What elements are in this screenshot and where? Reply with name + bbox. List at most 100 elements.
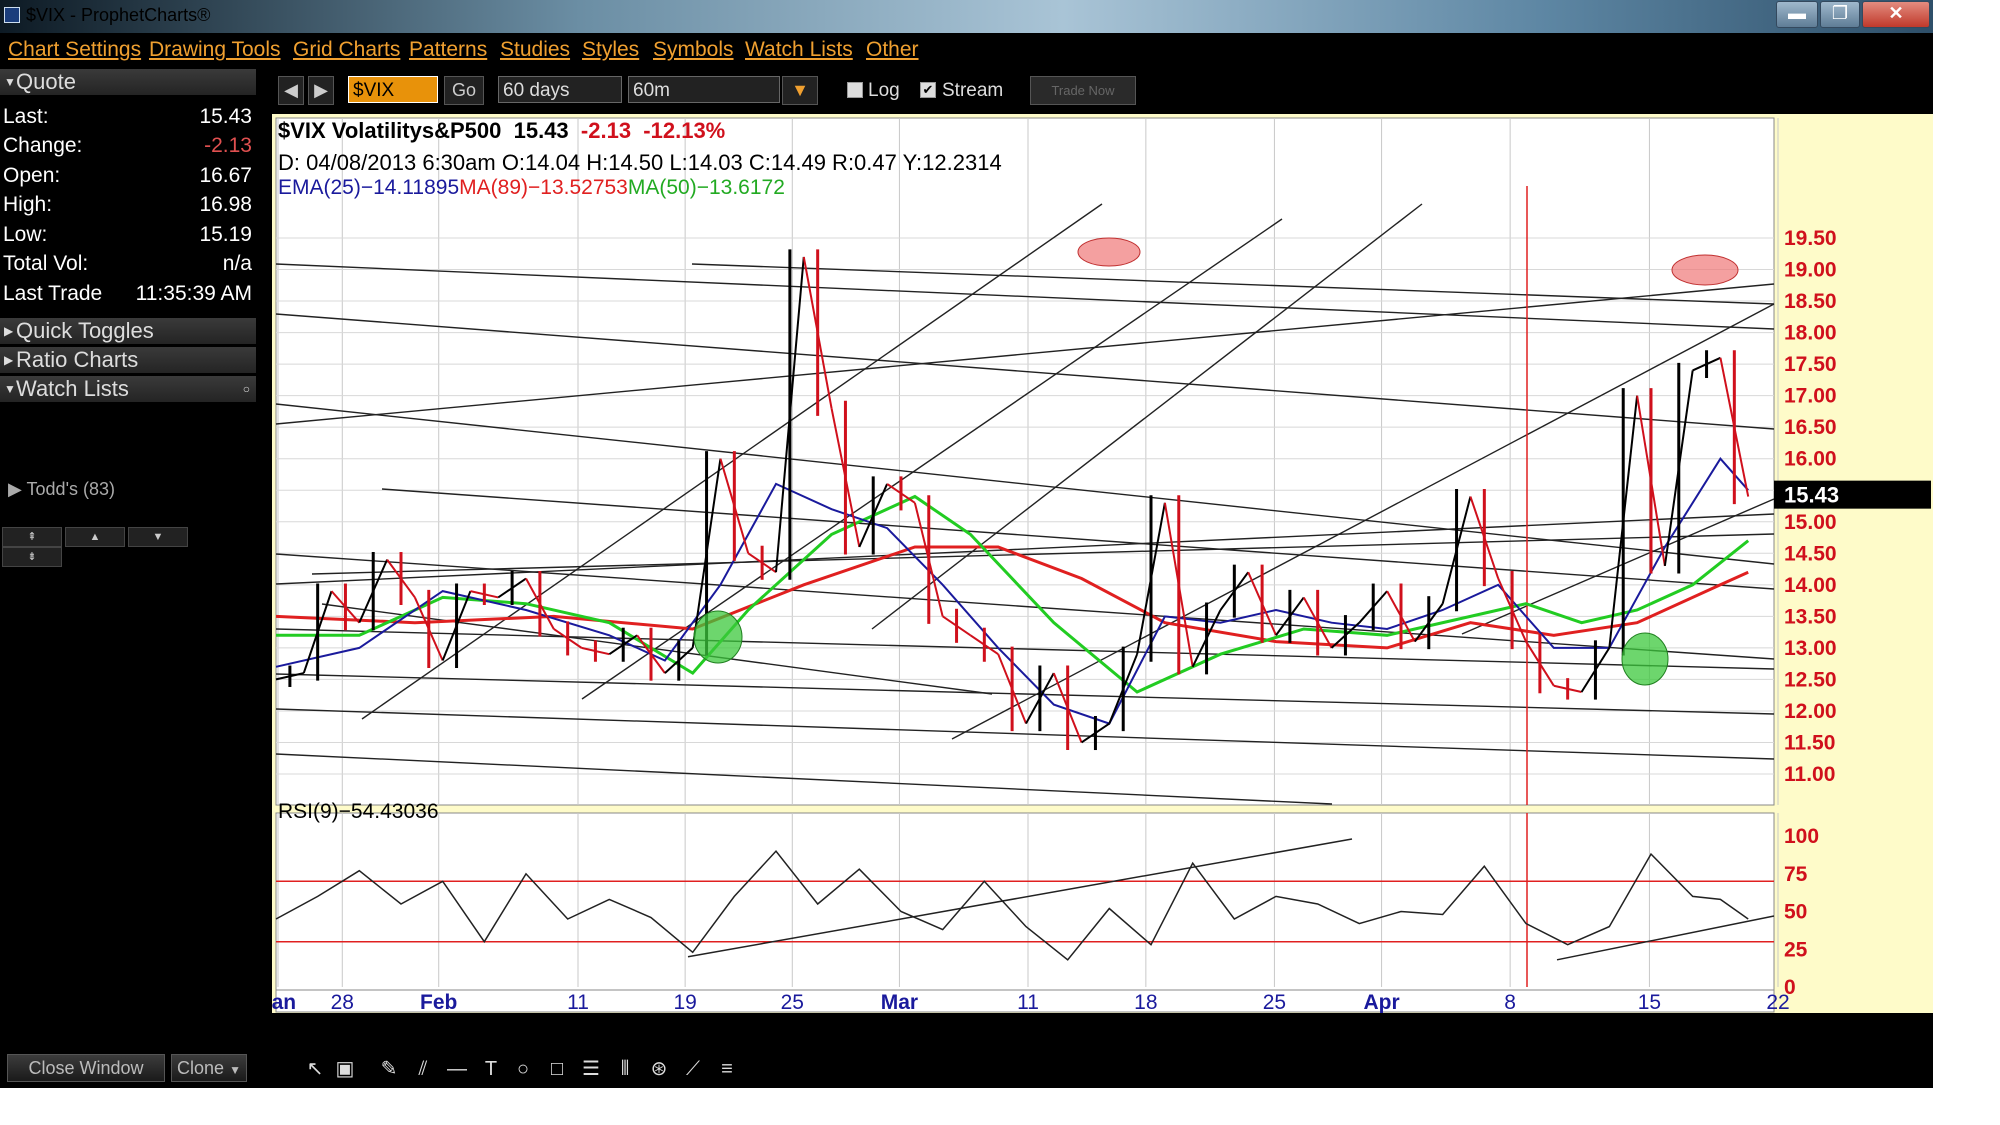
move-bottom-icon[interactable]: ⇟ — [2, 547, 62, 567]
x-tick-label: Feb — [420, 991, 457, 1013]
scroll-right-button[interactable]: ▶ — [308, 76, 334, 105]
trend-line — [275, 553, 1775, 660]
horizontal-line-icon[interactable]: — — [447, 1058, 467, 1080]
quote-label: Low: — [3, 223, 48, 246]
parallel-lines-icon[interactable]: ⫽ — [418, 1058, 428, 1080]
window-title: $VIX - ProphetCharts® — [26, 5, 211, 25]
quote-value: -2.13 — [204, 134, 252, 157]
y-tick-label: 14.50 — [1784, 542, 1837, 565]
fan-icon[interactable]: ⟋ — [686, 1058, 700, 1080]
y-tick-label: 14.00 — [1784, 574, 1837, 597]
close-button[interactable]: ✕ — [1862, 1, 1930, 28]
chart-title-line: $VIX Volatilitys&P500 15.43 -2.13 -12.13… — [278, 118, 725, 144]
y-tick-label: 13.00 — [1784, 637, 1837, 660]
ellipse-icon[interactable]: ○ — [516, 1058, 530, 1080]
menu-symbols[interactable]: Symbols — [653, 38, 734, 61]
menu-patterns[interactable]: Patterns — [409, 38, 488, 61]
quick-toggles-header[interactable]: ▶ Quick Toggles — [0, 318, 256, 344]
ma89-line — [275, 545, 1749, 650]
trend-line — [275, 708, 1775, 760]
quote-value: 16.67 — [199, 164, 252, 187]
move-up-icon[interactable]: ▲ — [65, 527, 125, 547]
y-tick-label: 13.50 — [1784, 605, 1837, 628]
trade-now-button[interactable]: Trade Now — [1030, 76, 1136, 105]
range-select[interactable]: 60 days — [498, 76, 622, 103]
text-icon[interactable]: T — [484, 1058, 498, 1080]
trend-line — [381, 488, 1775, 590]
trend-line — [691, 263, 1775, 305]
x-tick-label: 19 — [673, 991, 696, 1013]
scroll-left-button[interactable]: ◀ — [278, 76, 304, 105]
log-checkbox[interactable] — [847, 82, 863, 98]
y-tick-label: 17.00 — [1784, 385, 1837, 408]
y-tick-label: 16.50 — [1784, 416, 1837, 439]
y-tick-label: 15.00 — [1784, 511, 1837, 534]
stream-checkbox[interactable]: ✔ — [920, 82, 936, 98]
select-icon[interactable]: ▣ — [335, 1058, 355, 1080]
quote-label: High: — [3, 193, 53, 216]
menu-grid-charts[interactable]: Grid Charts — [293, 38, 401, 61]
quote-value: n/a — [222, 252, 252, 275]
rsi-legend: RSI(9)−54.43036 — [278, 800, 439, 823]
fib-icon[interactable]: ☰ — [582, 1058, 600, 1080]
menu-drawing-tools[interactable]: Drawing Tools — [149, 38, 281, 61]
collapse-triangle-icon: ▼ — [4, 382, 16, 396]
rectangle-icon[interactable]: □ — [550, 1058, 564, 1080]
quote-label: Total Vol: — [3, 252, 89, 275]
menu-chart-settings[interactable]: Chart Settings — [8, 38, 142, 61]
pointer-icon[interactable]: ↖ — [306, 1058, 324, 1080]
chart-area[interactable]: Jan 28 Feb 11 19 25 Mar 11 18 25 Apr 8 15 22 19.50 19.0… — [272, 114, 1933, 1013]
rsi-plot-bg — [275, 812, 1775, 999]
menu-bar: Chart Settings Drawing Tools Grid Charts… — [0, 33, 1933, 69]
menu-other[interactable]: Other — [866, 38, 919, 61]
watch-list-label: Todd's (83) — [26, 479, 116, 499]
move-down-icon[interactable]: ▼ — [128, 527, 188, 547]
interval-select[interactable]: 60m — [628, 76, 780, 103]
rsi-tick-label: 100 — [1784, 825, 1819, 848]
chart-symbol: $VIX Volatilitys&P500 — [278, 118, 502, 143]
rsi-trend-line — [1556, 915, 1775, 961]
trend-line — [871, 203, 1423, 630]
ratio-charts-header[interactable]: ▶ Ratio Charts — [0, 347, 256, 373]
go-button[interactable]: Go — [444, 76, 484, 105]
trend-line — [311, 533, 1775, 575]
log-label: Log — [868, 80, 900, 101]
settings-dot-icon[interactable]: ○ — [242, 382, 250, 396]
interval-dropdown-icon[interactable]: ▼ — [782, 76, 818, 105]
x-tick-label: Mar — [881, 991, 918, 1013]
expand-triangle-icon: ▶ — [4, 353, 14, 367]
quote-row-low: Low: 15.19 — [0, 221, 256, 250]
bar-info: D: 04/08/2013 6:30am O:14.04 H:14.50 L:1… — [278, 150, 1002, 175]
quote-label: Last Trade — [3, 282, 103, 305]
watch-lists-header[interactable]: ▼ Watch Lists ○ — [0, 376, 256, 402]
x-tick-label: 15 — [1638, 991, 1661, 1013]
quote-row-high: High: 16.98 — [0, 191, 256, 220]
ma50-legend: MA(50)−13.6172 — [627, 176, 785, 199]
menu-studies[interactable]: Studies — [500, 38, 571, 61]
chart-svg[interactable]: Jan 28 Feb 11 19 25 Mar 11 18 25 Apr 8 15 22 19.50 19.0… — [272, 114, 1933, 1013]
clone-button[interactable]: Clone ▼ — [171, 1054, 247, 1082]
list-icon[interactable]: ≡ — [721, 1058, 733, 1080]
move-top-icon[interactable]: ⇞ — [2, 527, 62, 547]
quote-value: 15.19 — [199, 223, 252, 246]
pencil-icon[interactable]: ✎ — [380, 1058, 398, 1080]
y-tick-label: 17.50 — [1784, 353, 1837, 376]
minimize-button[interactable]: ▬ — [1776, 1, 1818, 28]
watch-list-item[interactable]: ▶ Todd's (83) — [8, 479, 115, 500]
rsi-line — [275, 849, 1749, 961]
maximize-button[interactable]: ❐ — [1820, 1, 1860, 28]
menu-styles[interactable]: Styles — [582, 38, 640, 61]
highlight-bottom-ellipse — [1621, 632, 1669, 686]
cycles-icon[interactable]: ⦀ — [620, 1058, 630, 1080]
y-tick-label: 16.00 — [1784, 448, 1837, 471]
symbol-input[interactable]: $VIX — [348, 76, 438, 103]
gann-icon[interactable]: ⊛ — [650, 1058, 668, 1080]
drawing-toolbar: ↖ ▣ ✎ ⫽ — T ○ □ ☰ ⦀ ⊛ ⟋ ≡ — [292, 1050, 1933, 1086]
close-window-button[interactable]: Close Window — [7, 1054, 165, 1082]
trend-line — [275, 673, 1775, 715]
title-bar: $VIX - ProphetCharts® ▬ ❐ ✕ — [0, 0, 1933, 33]
menu-watch-lists[interactable]: Watch Lists — [745, 38, 853, 61]
rsi-trend-line — [687, 838, 1353, 958]
quote-section-header[interactable]: ▼ Quote — [0, 69, 256, 95]
y-tick-label: 19.50 — [1784, 227, 1837, 250]
